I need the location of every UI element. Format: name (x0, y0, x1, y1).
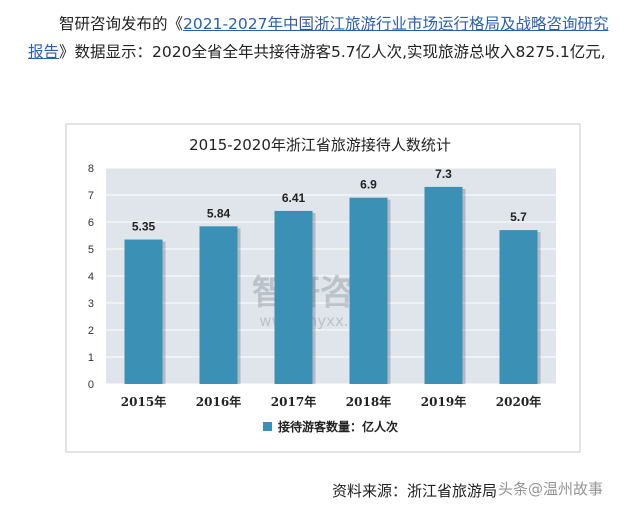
chart-title: 2015-2020年浙江省旅游接待人数统计 (189, 136, 451, 154)
y-tick-label: 8 (88, 163, 94, 175)
article-prefix: 智研咨询发布的《 (59, 15, 184, 33)
article-paragraph: 智研咨询发布的《2021-2027年中国浙江旅游行业市场运行格局及战略咨询研究报… (28, 10, 618, 66)
data-label: 6.41 (282, 191, 306, 205)
data-label: 5.35 (132, 220, 156, 234)
x-tick-label: 2015年 (121, 394, 166, 409)
y-tick-label: 6 (88, 217, 94, 229)
legend-swatch (263, 422, 272, 431)
y-tick-label: 4 (88, 271, 94, 283)
x-tick-label: 2019年 (421, 394, 466, 409)
report-link[interactable]: 2021-2027年中国浙江旅游行业市场运行格局及战略咨询研究报告 (28, 15, 609, 61)
bar (199, 226, 238, 384)
x-tick-label: 2018年 (346, 394, 391, 409)
y-tick-label: 5 (88, 244, 94, 256)
bar (349, 197, 388, 384)
source-text: 资料来源：浙江省旅游局 (332, 482, 498, 500)
bar (124, 239, 163, 384)
chart-frame (65, 123, 581, 453)
y-tick-label: 0 (88, 379, 94, 391)
x-tick-label: 2020年 (496, 394, 541, 409)
bar (274, 210, 313, 384)
y-tick-label: 1 (88, 352, 94, 364)
y-tick-label: 3 (88, 298, 94, 310)
article-suffix: 》数据显示：2020全省全年共接待游客5.7亿人次,实现旅游总收入8275.1亿… (59, 43, 606, 61)
data-label: 7.3 (435, 167, 452, 181)
data-label: 5.7 (510, 210, 527, 224)
bar (499, 230, 538, 384)
bar (424, 186, 463, 384)
x-tick-label: 2016年 (196, 394, 241, 409)
legend-label: 接待游客数量：亿人次 (278, 419, 398, 434)
data-label: 5.84 (207, 206, 231, 220)
corner-watermark: 头条@温州故事 (498, 480, 604, 498)
x-tick-label: 2017年 (271, 394, 316, 409)
y-tick-label: 7 (88, 190, 94, 202)
y-tick-label: 2 (88, 325, 94, 337)
data-label: 6.9 (360, 178, 377, 192)
